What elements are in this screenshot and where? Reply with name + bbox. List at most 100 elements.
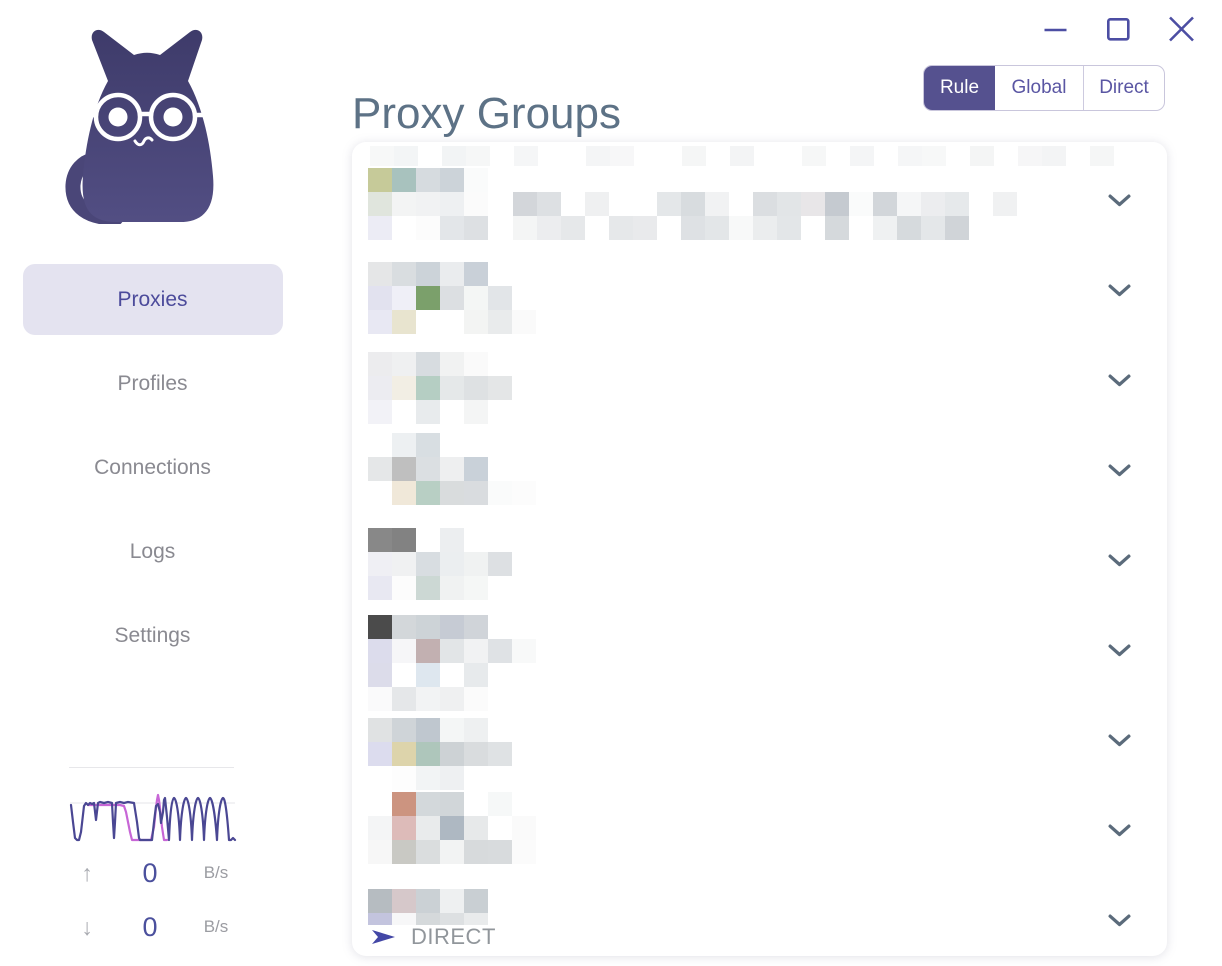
censor-cell	[368, 352, 392, 376]
proxy-group-row[interactable]	[352, 246, 1167, 336]
censor-cell	[488, 840, 512, 864]
censor-cell	[873, 192, 897, 216]
censor-cell	[488, 742, 512, 766]
close-icon	[1168, 16, 1194, 42]
sidebar-nav: Proxies Profiles Connections Logs Settin…	[0, 264, 305, 684]
sidebar-item-profiles[interactable]: Profiles	[117, 371, 188, 395]
censor-cell	[488, 310, 512, 334]
mode-global-button[interactable]: Global	[995, 66, 1083, 110]
censored-block	[368, 262, 536, 334]
censor-cell	[464, 615, 488, 639]
censor-cell	[416, 615, 440, 639]
censor-cell	[368, 766, 392, 790]
censor-cell	[657, 192, 681, 216]
proxy-group-row[interactable]	[352, 426, 1167, 516]
censor-cell	[585, 192, 609, 216]
proxy-group-row[interactable]	[352, 696, 1167, 790]
censor-cell	[512, 310, 536, 334]
censor-cell	[464, 816, 488, 840]
censored-block	[368, 718, 512, 790]
censor-cell	[464, 262, 488, 286]
censor-cell	[440, 286, 464, 310]
censor-cell	[537, 192, 561, 216]
censor-cell	[777, 216, 801, 240]
censor-cell	[464, 481, 488, 505]
chevron-down-icon[interactable]	[1108, 734, 1131, 747]
proxy-group-row[interactable]	[352, 606, 1167, 711]
proxy-group-row[interactable]: DIRECT	[352, 876, 1167, 966]
censor-cell	[464, 310, 488, 334]
censor-cell	[753, 192, 777, 216]
censor-cell	[440, 792, 464, 816]
proxy-group-row[interactable]	[352, 336, 1167, 426]
censor-cell	[633, 216, 657, 240]
minimize-button[interactable]	[1042, 14, 1068, 44]
censor-cell	[513, 216, 537, 240]
proxy-group-row[interactable]	[352, 516, 1167, 606]
censor-cell	[440, 457, 464, 481]
censor-cell	[392, 840, 416, 864]
censor-cell	[849, 216, 873, 240]
censor-cell	[464, 663, 488, 687]
chevron-down-icon[interactable]	[1108, 644, 1131, 657]
mode-rule-button[interactable]: Rule	[924, 66, 995, 110]
censor-cell	[945, 192, 969, 216]
mode-direct-button[interactable]: Direct	[1083, 66, 1164, 110]
chevron-down-icon[interactable]	[1108, 464, 1131, 477]
selected-proxy-direct[interactable]: DIRECT	[372, 924, 496, 950]
censor-cell	[368, 742, 392, 766]
censor-cell	[418, 146, 442, 166]
censor-cell	[464, 352, 488, 376]
censor-cell	[392, 816, 416, 840]
chevron-down-icon[interactable]	[1108, 554, 1131, 567]
censor-cell	[416, 840, 440, 864]
censor-cell	[825, 216, 849, 240]
censor-cell	[512, 639, 536, 663]
proxy-group-row[interactable]	[352, 786, 1167, 876]
censor-cell	[392, 262, 416, 286]
censor-cell	[416, 376, 440, 400]
sidebar-item-proxies[interactable]: Proxies	[22, 264, 283, 335]
censor-cell	[897, 216, 921, 240]
sidebar-item-connections[interactable]: Connections	[94, 455, 211, 479]
proxy-group-row[interactable]	[352, 156, 1167, 246]
censor-cell	[368, 286, 392, 310]
censor-cell	[368, 663, 392, 687]
upload-speed-row: ↑ 0 B/s	[64, 856, 242, 890]
chevron-down-icon[interactable]	[1108, 284, 1131, 297]
censor-cell	[416, 457, 440, 481]
censor-cell	[464, 639, 488, 663]
sidebar: Proxies Profiles Connections Logs Settin…	[0, 0, 305, 956]
censor-cell	[368, 168, 392, 192]
chevron-down-icon[interactable]	[1108, 194, 1131, 207]
censor-cell	[368, 576, 392, 600]
censor-cell	[730, 146, 754, 166]
censor-cell	[394, 146, 418, 166]
censor-cell	[464, 192, 488, 216]
censor-cell	[416, 792, 440, 816]
censor-cell	[826, 146, 850, 166]
censor-cell	[392, 528, 416, 552]
censor-cell	[633, 192, 657, 216]
chevron-down-icon[interactable]	[1108, 914, 1131, 927]
censor-cell	[392, 400, 416, 424]
cat-mouth	[133, 136, 154, 147]
censor-cell	[825, 192, 849, 216]
censor-cell	[368, 216, 392, 240]
censor-cell	[729, 192, 753, 216]
censor-cell	[1090, 146, 1114, 166]
chevron-down-icon[interactable]	[1108, 824, 1131, 837]
clash-cat-logo	[65, 29, 214, 224]
censor-cell	[705, 192, 729, 216]
censor-cell	[657, 216, 681, 240]
close-button[interactable]	[1168, 14, 1194, 44]
censor-cell	[392, 639, 416, 663]
censor-cell	[392, 913, 416, 925]
censor-cell	[464, 742, 488, 766]
chevron-down-icon[interactable]	[1108, 374, 1131, 387]
censor-cell	[392, 376, 416, 400]
sidebar-item-logs[interactable]: Logs	[129, 539, 176, 563]
censor-cell	[922, 146, 946, 166]
sidebar-item-settings[interactable]: Settings	[114, 623, 191, 647]
maximize-button[interactable]	[1105, 14, 1131, 44]
